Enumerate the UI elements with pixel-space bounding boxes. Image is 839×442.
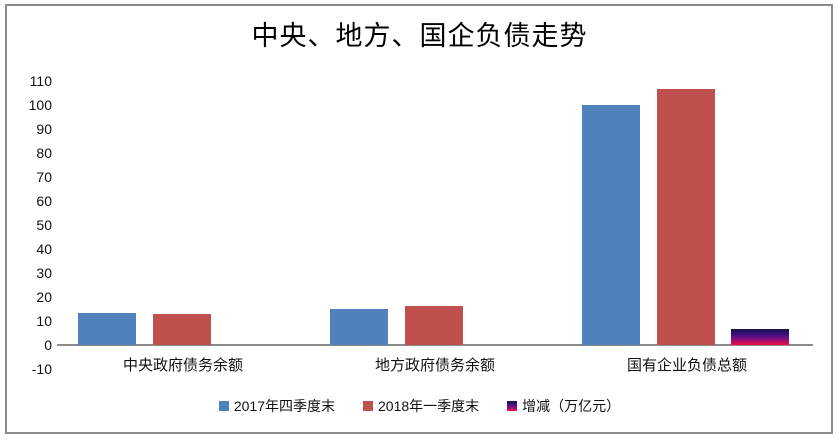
legend-swatch-icon <box>507 401 518 411</box>
bar-series2-cat2 <box>405 306 463 345</box>
x-axis-line <box>57 344 813 346</box>
legend-item-series1: 2017年四季度末 <box>218 396 335 416</box>
bar-series3-cat3 <box>731 329 789 345</box>
x-axis-category-label: 中央政府债务余额 <box>122 358 243 374</box>
y-axis-tick-label: 80 <box>36 145 52 161</box>
bar-series1-cat2 <box>330 309 388 345</box>
y-axis-tick-label: 30 <box>36 265 52 281</box>
legend: 2017年四季度末 2018年一季度末 增减（万亿元） <box>0 396 839 416</box>
bar-series2-cat3 <box>657 89 715 345</box>
y-axis-tick-label: 90 <box>36 121 52 137</box>
y-axis-tick-label: 110 <box>29 73 52 89</box>
y-axis-tick-label: 0 <box>44 337 52 353</box>
y-axis-tick-label: 50 <box>36 217 52 233</box>
y-axis-tick-label: 10 <box>36 313 52 329</box>
x-axis-category-label: 国有企业负债总额 <box>626 358 747 374</box>
y-axis-tick-label: 70 <box>36 169 52 185</box>
legend-label: 增减（万亿元） <box>522 398 621 414</box>
bar-series1-cat1 <box>78 313 136 345</box>
bar-series2-cat1 <box>153 314 211 345</box>
y-axis-tick-label: 100 <box>28 97 52 113</box>
y-axis-tick-label: -10 <box>31 361 52 377</box>
y-axis-tick-label: 20 <box>36 289 52 305</box>
chart-title: 中央、地方、国企负债走势 <box>251 21 588 51</box>
legend-swatch-icon <box>363 401 373 411</box>
x-axis-category-label: 地方政府债务余额 <box>374 358 495 374</box>
legend-item-series2: 2018年一季度末 <box>363 396 479 416</box>
legend-item-series3: 增减（万亿元） <box>507 396 620 416</box>
y-axis-tick-label: 60 <box>36 193 52 209</box>
legend-label: 2017年四季度末 <box>233 398 335 414</box>
bar-series1-cat3 <box>582 105 640 345</box>
y-axis-tick-label: 40 <box>36 241 52 257</box>
legend-swatch-icon <box>218 401 229 411</box>
legend-label: 2018年一季度末 <box>378 398 480 414</box>
